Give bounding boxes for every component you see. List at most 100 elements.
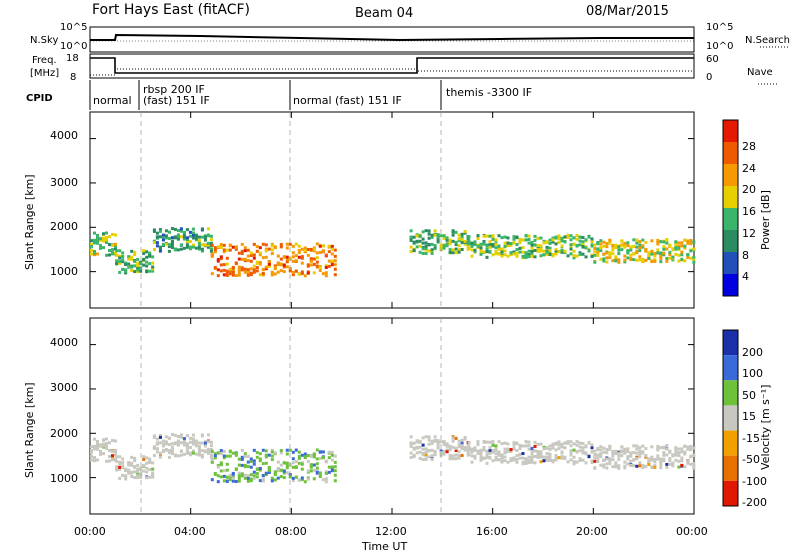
velocity-cell (197, 449, 201, 453)
cpid-segment-rbsp-fast: (fast) 151 IF (143, 94, 210, 107)
velocity-cell (668, 462, 672, 466)
power-cell (210, 252, 214, 256)
power-cell (692, 240, 696, 244)
velocity-cell (518, 456, 522, 460)
velocity-cell (433, 449, 437, 453)
power-colorbar-swatch (723, 274, 738, 296)
power-cell (451, 248, 455, 252)
velocity-cell (114, 453, 117, 457)
power-cell (418, 235, 422, 239)
velocity-cell (454, 436, 458, 440)
velocity-cell (210, 478, 214, 482)
power-cell (491, 243, 495, 247)
power-cell (209, 238, 213, 242)
velocity-cell (197, 445, 201, 449)
power-cell (291, 259, 295, 263)
velocity-cell (255, 475, 259, 479)
velocity-cell (674, 453, 678, 457)
power-cell (219, 257, 223, 261)
velocity-cell (115, 465, 119, 469)
velocity-cell (297, 450, 301, 454)
velocity-cell (572, 460, 576, 464)
power-cell (427, 232, 431, 236)
velocity-cell (216, 465, 220, 469)
noise-right-label: N.Search (745, 35, 790, 46)
power-cell (557, 250, 561, 254)
power-cell (222, 248, 226, 252)
velocity-cell (333, 460, 337, 464)
power-cell (467, 246, 471, 250)
velocity-cell (557, 447, 561, 451)
power-cell (297, 255, 301, 259)
velocity-cell (545, 458, 549, 462)
velocity-cell (542, 459, 546, 463)
power-cell (512, 235, 516, 239)
cpid-segment-rbsp: rbsp 200 IF (143, 83, 205, 96)
power-y-tick-marks (90, 138, 694, 273)
noise-left-tick-top: 10^5 (60, 22, 87, 33)
power-cell (118, 256, 122, 260)
power-cell (90, 243, 93, 247)
power-cell (454, 230, 458, 234)
power-colorbar-swatch (723, 142, 738, 164)
velocity-cell (518, 452, 522, 456)
power-cell (629, 248, 633, 252)
velocity-cell (182, 452, 186, 456)
velocity-cell (539, 442, 543, 446)
power-cell (524, 234, 528, 238)
velocity-cell (273, 451, 277, 455)
velocity-colorbar-swatch (723, 405, 738, 431)
power-cell (225, 262, 229, 266)
power-cell (210, 254, 214, 258)
velocity-cell (479, 452, 483, 456)
velocity-cell (216, 451, 220, 455)
velocity-cell (439, 451, 443, 455)
power-cell (463, 229, 467, 233)
velocity-cell (614, 461, 618, 465)
velocity-cell (563, 441, 567, 445)
power-cell (216, 268, 220, 272)
velocity-cell (439, 440, 443, 444)
power-cell (255, 269, 259, 273)
velocity-cell (285, 448, 289, 452)
power-cell (216, 274, 220, 278)
power-cell (194, 246, 198, 250)
velocity-cell (252, 462, 256, 466)
power-cell (485, 244, 489, 248)
velocity-cell (575, 440, 579, 444)
velocity-cell (237, 476, 241, 480)
power-cell (252, 253, 256, 257)
velocity-cell (506, 447, 510, 451)
power-cell (93, 249, 96, 253)
velocity-cell (222, 449, 226, 453)
power-cell (121, 267, 125, 271)
power-cell (476, 236, 480, 240)
power-cell (494, 246, 498, 250)
power-cell (267, 264, 271, 268)
power-cell (145, 250, 149, 254)
velocity-cell (291, 457, 295, 461)
power-cell (324, 253, 328, 257)
xtick-2000: 20:00 (576, 525, 608, 538)
power-cell (584, 238, 588, 242)
vel-cbar-m15: -15 (742, 432, 760, 445)
velocity-cell (176, 443, 180, 447)
power-cell (581, 243, 585, 247)
velocity-cell (644, 447, 648, 451)
power-cell (324, 264, 328, 268)
power-cell (246, 270, 250, 274)
power-cell (590, 254, 594, 258)
power-cell (133, 259, 137, 263)
power-cell (315, 264, 319, 268)
velocity-cell (136, 463, 140, 467)
power-cell (521, 246, 525, 250)
velocity-cell (638, 464, 642, 468)
velocity-cell (430, 457, 434, 461)
velocity-cell (451, 436, 455, 440)
power-cell (303, 246, 307, 250)
velocity-cell (209, 455, 213, 459)
power-cell (578, 239, 582, 243)
power-cell (246, 248, 250, 252)
power-cell (206, 227, 210, 231)
velocity-cell (485, 450, 489, 454)
